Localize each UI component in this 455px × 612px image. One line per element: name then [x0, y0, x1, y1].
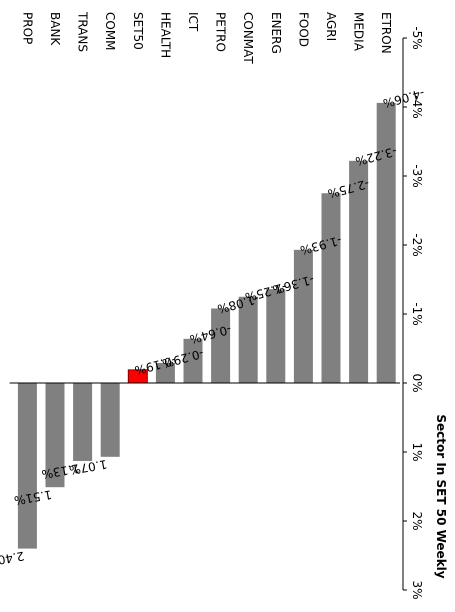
bar-media	[349, 160, 369, 383]
value-label-comm: 1.07%	[68, 457, 108, 477]
bar-health	[155, 362, 175, 383]
bar-prop	[17, 383, 37, 549]
axis-tick-label: -1%	[410, 302, 424, 325]
category-label-conmat: CONMAT	[241, 12, 255, 64]
category-label-prop: PROP	[20, 12, 34, 44]
chart-title: Sector In SET 50 Weekly	[434, 414, 448, 578]
bar-petro	[211, 308, 231, 384]
value-label-trans: 1.13%	[41, 461, 81, 481]
bar-trans	[73, 383, 93, 461]
bar-agri	[321, 193, 341, 383]
axis-tick-label: 0%	[410, 373, 424, 392]
bar-conmat	[238, 296, 258, 383]
category-label-ict: ICT	[186, 12, 200, 32]
value-label-bank: 1.51%	[13, 487, 53, 507]
bar-food	[293, 249, 313, 383]
bar-comm	[100, 383, 120, 457]
category-label-set50: SET50	[131, 12, 145, 50]
axis-tick-label: -3%	[410, 164, 424, 187]
bar-ict	[183, 338, 203, 383]
category-label-energ: ENERG	[269, 12, 283, 54]
category-label-petro: PETRO	[214, 12, 228, 52]
bar-bank	[45, 383, 65, 488]
bar-etron	[376, 102, 396, 384]
bar-energ	[266, 289, 286, 383]
category-label-bank: BANK	[48, 12, 62, 46]
value-label-prop: 2.40%	[0, 549, 25, 569]
axis-tick-label: -2%	[410, 233, 424, 256]
axis-tick-label: -5%	[410, 26, 424, 49]
category-label-health: HEALTH	[158, 12, 172, 58]
category-label-food: FOOD	[296, 12, 310, 47]
axis-tick-label: 1%	[410, 442, 424, 461]
category-label-comm: COMM	[103, 12, 117, 51]
category-label-etron: ETRON	[379, 12, 393, 54]
axis-tick-label: 3%	[410, 580, 424, 599]
axis-tick-label: 2%	[410, 511, 424, 530]
category-label-media: MEDIA	[352, 12, 366, 52]
category-label-agri: AGRI	[324, 12, 338, 41]
category-label-trans: TRANS	[76, 11, 90, 52]
axis-tick-label: -4%	[410, 95, 424, 118]
